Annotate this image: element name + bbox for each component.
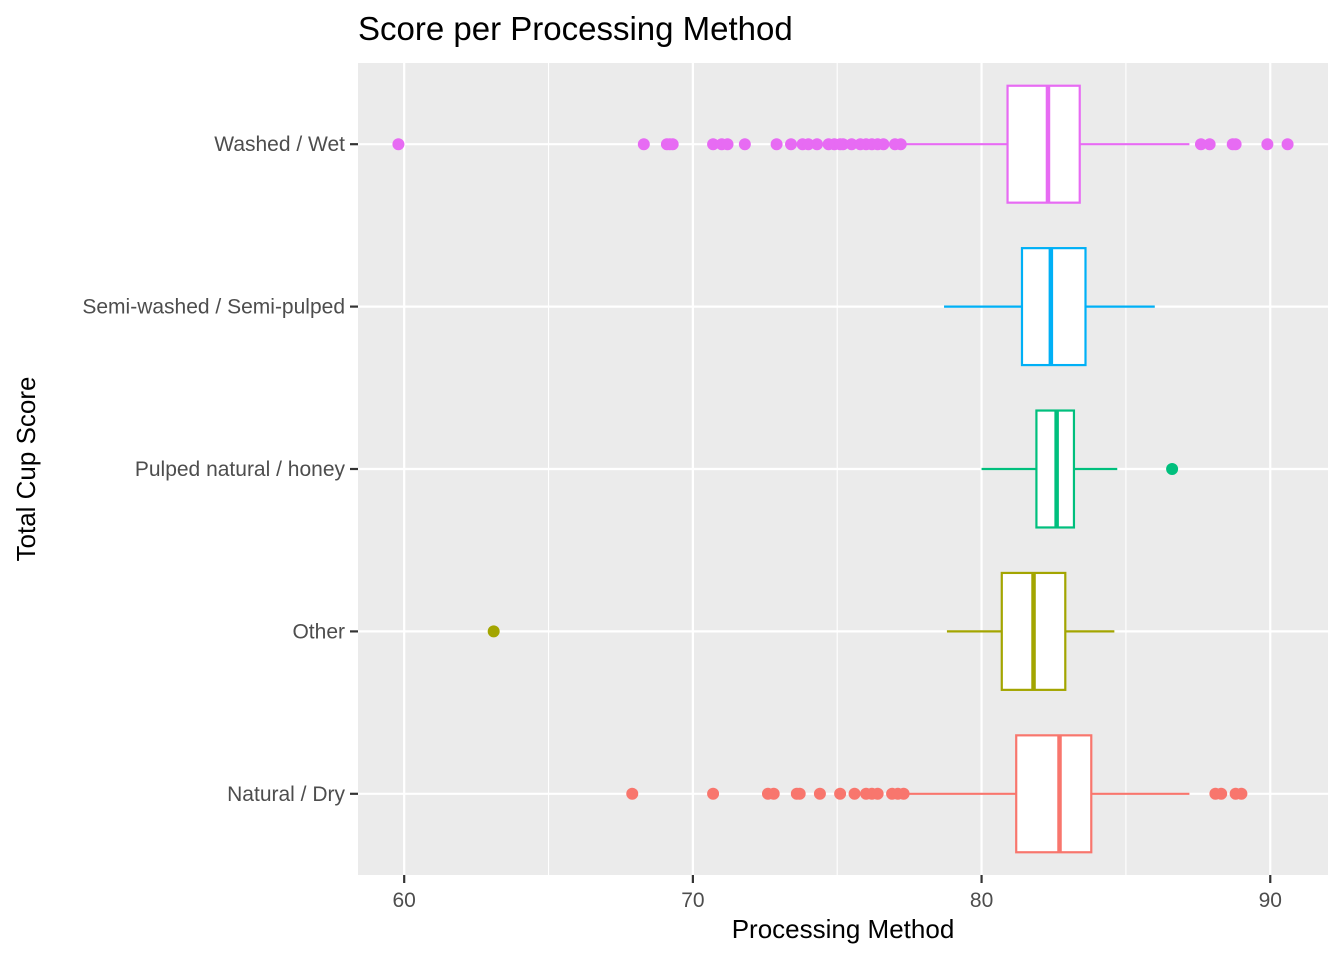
outlier-point xyxy=(1229,138,1242,151)
outlier-point xyxy=(813,787,826,800)
outlier-point xyxy=(1194,138,1207,151)
outlier-point xyxy=(871,787,884,800)
outlier-point xyxy=(626,787,639,800)
box-group xyxy=(626,734,1248,854)
outlier-point xyxy=(785,138,798,151)
outlier-point xyxy=(897,787,910,800)
outlier-point xyxy=(802,138,815,151)
outlier-point xyxy=(666,138,679,151)
outlier-point xyxy=(837,138,849,151)
outlier-point xyxy=(707,787,720,800)
box-layer xyxy=(392,84,1294,854)
outlier-point xyxy=(707,138,720,151)
outlier-point xyxy=(1281,138,1294,151)
outlier-point xyxy=(834,787,847,800)
y-tick-label: Pulped natural / honey xyxy=(135,458,346,481)
box-group xyxy=(944,247,1155,367)
outlier-point xyxy=(845,138,858,151)
outlier-point xyxy=(738,138,751,151)
x-tick-label: 60 xyxy=(393,889,416,912)
x-tick-label: 80 xyxy=(970,889,993,912)
outlier-point xyxy=(1215,787,1228,800)
x-tick-label: 70 xyxy=(681,889,704,912)
outlier-point xyxy=(793,787,806,800)
outlier-point xyxy=(1203,138,1216,151)
outlier-point xyxy=(848,787,861,800)
outlier-point xyxy=(721,138,734,151)
outlier-point xyxy=(1261,138,1274,151)
box-iqr xyxy=(1006,84,1081,204)
box-iqr xyxy=(1015,734,1093,854)
outlier-point xyxy=(894,138,907,151)
x-axis: 60 70 80 90 xyxy=(393,875,1282,912)
outlier-point xyxy=(767,787,780,800)
outlier-point xyxy=(1166,463,1179,475)
outlier-point xyxy=(1235,787,1248,800)
box-group xyxy=(487,571,1115,691)
outlier-point xyxy=(877,138,890,151)
y-axis-title: Total Cup Score xyxy=(11,377,41,562)
y-axis: Natural / Dry Other Pulped natural / honey… xyxy=(82,133,358,806)
box-iqr xyxy=(1020,247,1087,367)
y-tick-label: Other xyxy=(292,620,345,643)
outlier-point xyxy=(392,138,405,151)
y-tick-label: Natural / Dry xyxy=(227,783,345,806)
x-tick-label: 90 xyxy=(1259,889,1282,912)
box-group xyxy=(981,409,1179,529)
y-tick-label: Washed / Wet xyxy=(214,133,345,156)
outlier-point xyxy=(637,138,650,151)
outlier-point xyxy=(770,138,783,151)
box-group xyxy=(392,84,1294,204)
outlier-point xyxy=(811,138,824,151)
y-tick-label: Semi-washed / Semi-pulped xyxy=(82,296,345,319)
chart-title: Score per Processing Method xyxy=(358,10,793,47)
x-axis-title: Processing Method xyxy=(732,914,955,944)
outlier-point xyxy=(487,625,500,638)
